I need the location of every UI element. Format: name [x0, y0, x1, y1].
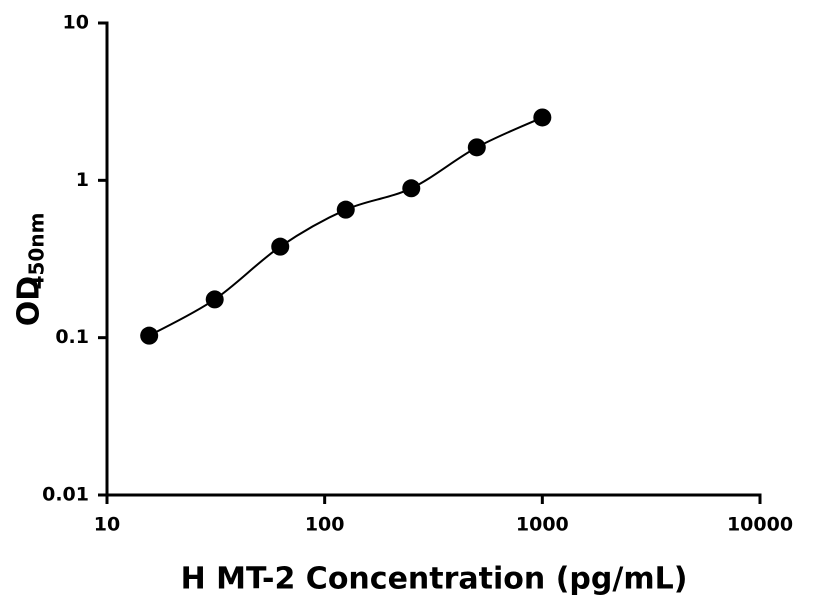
y-axis-title-subscript: 450nm — [25, 213, 49, 290]
data-point — [140, 326, 159, 345]
data-point — [271, 237, 290, 256]
x-axis-title: H MT-2 Concentration (pg/mL) — [181, 562, 688, 597]
data-point — [205, 290, 224, 309]
x-tick-label: 10 — [94, 514, 120, 536]
data-point — [336, 200, 355, 219]
y-axis-title-group: OD 450nm — [12, 213, 49, 327]
y-tick-label: 10 — [63, 12, 89, 34]
data-point — [402, 179, 421, 198]
y-tick-label: 0.1 — [55, 326, 89, 348]
y-tick-label: 1 — [76, 169, 89, 191]
y-tick-label: 0.01 — [42, 484, 89, 506]
data-point — [533, 108, 552, 127]
y-axis-title: OD — [12, 276, 47, 326]
x-tick-label: 1000 — [516, 514, 569, 536]
data-point — [467, 138, 486, 157]
x-tick-label: 10000 — [727, 514, 793, 536]
x-tick-label: 100 — [305, 514, 345, 536]
